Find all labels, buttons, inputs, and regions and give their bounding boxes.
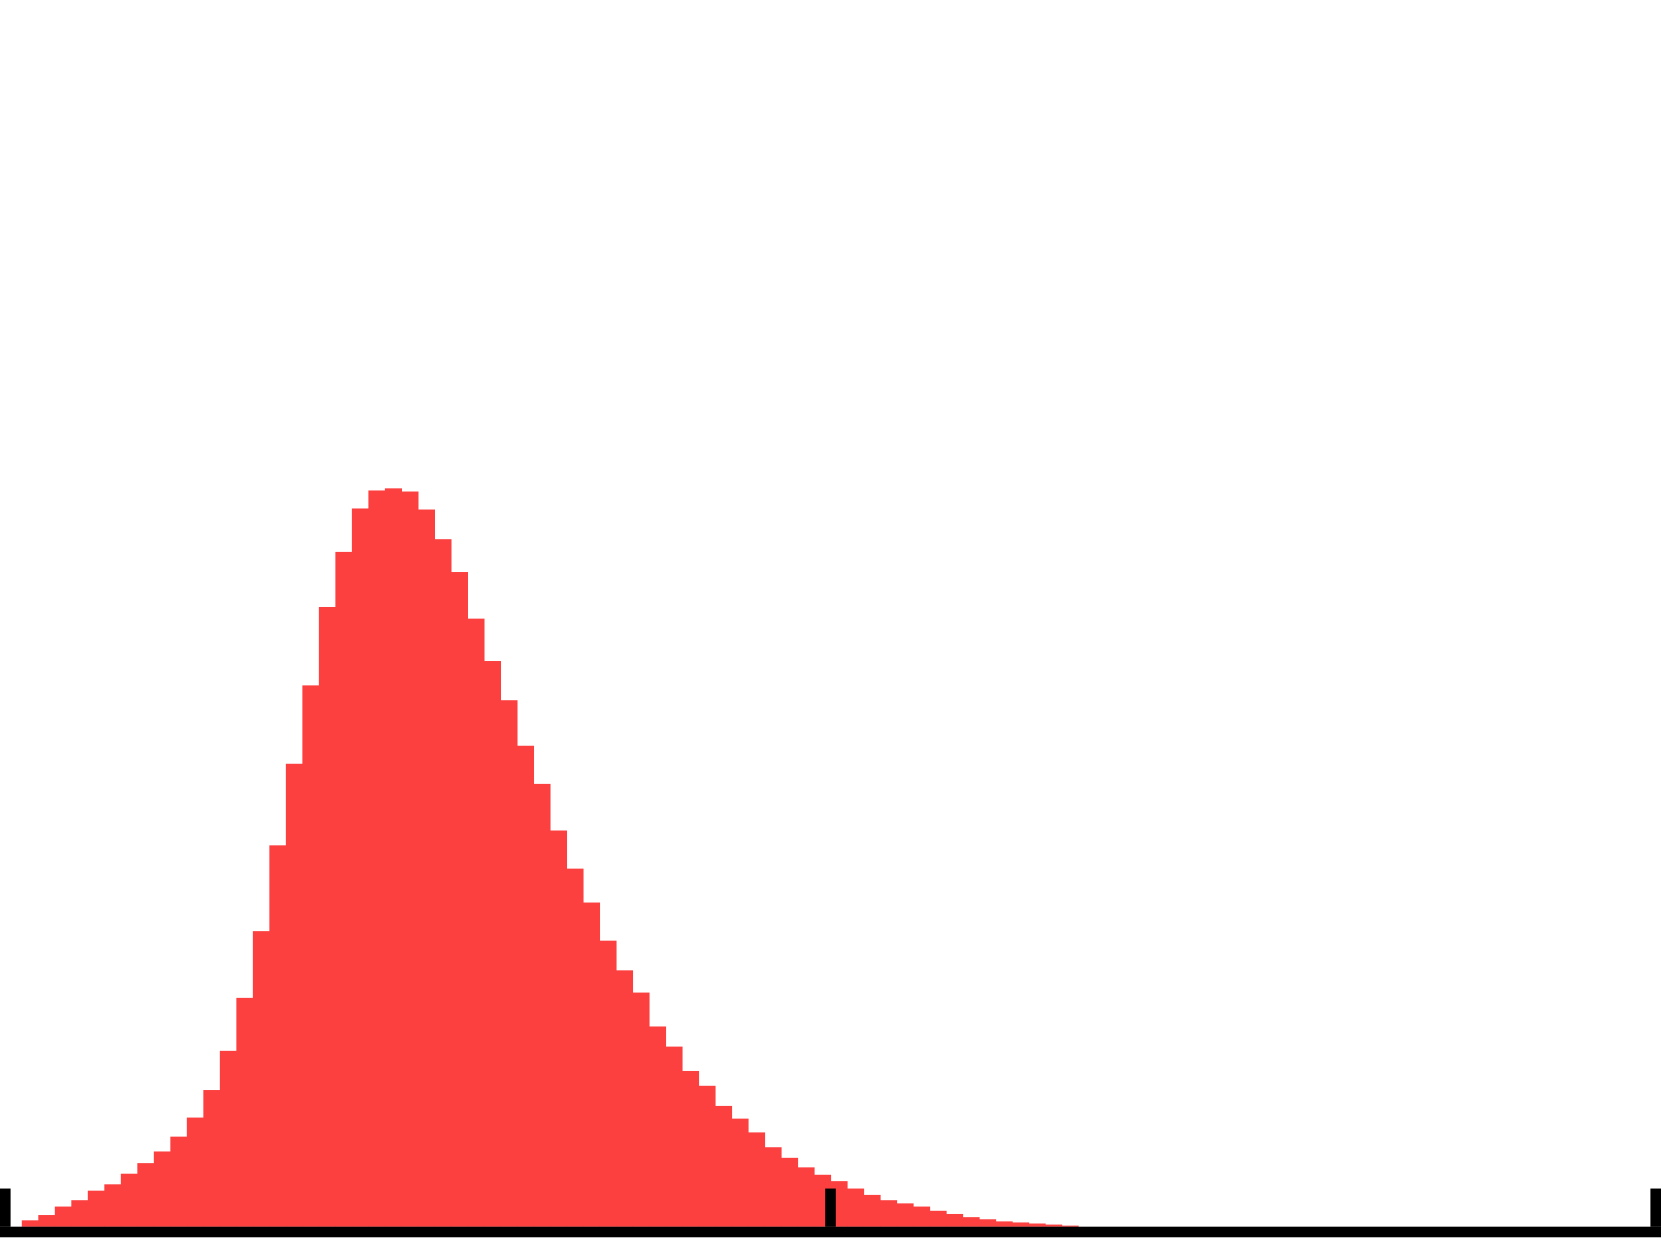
bar	[137, 1163, 155, 1227]
bar	[104, 1184, 122, 1227]
bar	[1061, 1225, 1079, 1227]
bar	[797, 1167, 815, 1227]
bar	[913, 1206, 931, 1227]
bar	[219, 1050, 237, 1227]
bar	[615, 970, 634, 1227]
bar	[780, 1157, 799, 1227]
bar	[434, 539, 452, 1227]
bar	[1045, 1224, 1063, 1227]
bar	[747, 1132, 766, 1227]
bar	[38, 1215, 56, 1227]
bar	[236, 997, 254, 1227]
x-tick	[825, 1188, 836, 1227]
bar	[582, 902, 601, 1227]
bar	[335, 551, 353, 1227]
bar	[153, 1151, 171, 1227]
bar	[417, 509, 436, 1227]
bar	[979, 1219, 997, 1227]
bar	[401, 491, 419, 1227]
bar	[467, 618, 485, 1227]
bar	[500, 700, 518, 1227]
bar	[648, 1026, 667, 1227]
x-tick	[1650, 1188, 1661, 1227]
bar	[847, 1188, 865, 1227]
bar	[962, 1217, 980, 1227]
bar	[203, 1090, 221, 1227]
bar	[368, 490, 386, 1227]
bar	[252, 931, 270, 1227]
bar	[516, 745, 535, 1227]
bar	[302, 685, 320, 1227]
bar	[946, 1213, 964, 1227]
bar	[764, 1147, 782, 1227]
bar	[880, 1200, 898, 1227]
bar	[71, 1200, 89, 1227]
bar	[483, 661, 502, 1227]
bar	[170, 1136, 188, 1227]
x-tick	[0, 1188, 11, 1227]
bar	[995, 1221, 1013, 1227]
bar	[120, 1173, 138, 1227]
bar	[929, 1210, 947, 1227]
bar	[533, 783, 551, 1227]
bar	[87, 1190, 105, 1227]
bar	[698, 1085, 716, 1227]
bar	[863, 1194, 881, 1227]
bar	[384, 488, 402, 1227]
bar	[21, 1220, 39, 1227]
bar	[896, 1203, 914, 1227]
bar	[665, 1046, 683, 1227]
bar	[731, 1118, 749, 1227]
bar	[632, 992, 650, 1227]
bar	[285, 763, 303, 1227]
bar	[318, 606, 336, 1227]
bar	[269, 845, 287, 1227]
x-axis	[0, 1226, 1661, 1238]
bar	[1012, 1222, 1030, 1227]
bar	[681, 1070, 700, 1227]
bar	[1028, 1223, 1046, 1227]
bar	[54, 1206, 72, 1227]
bar	[549, 830, 568, 1227]
bar	[599, 940, 617, 1227]
bar	[351, 508, 369, 1227]
bar	[714, 1105, 733, 1227]
bar	[566, 868, 584, 1227]
bar	[186, 1117, 204, 1227]
bar	[450, 572, 469, 1227]
